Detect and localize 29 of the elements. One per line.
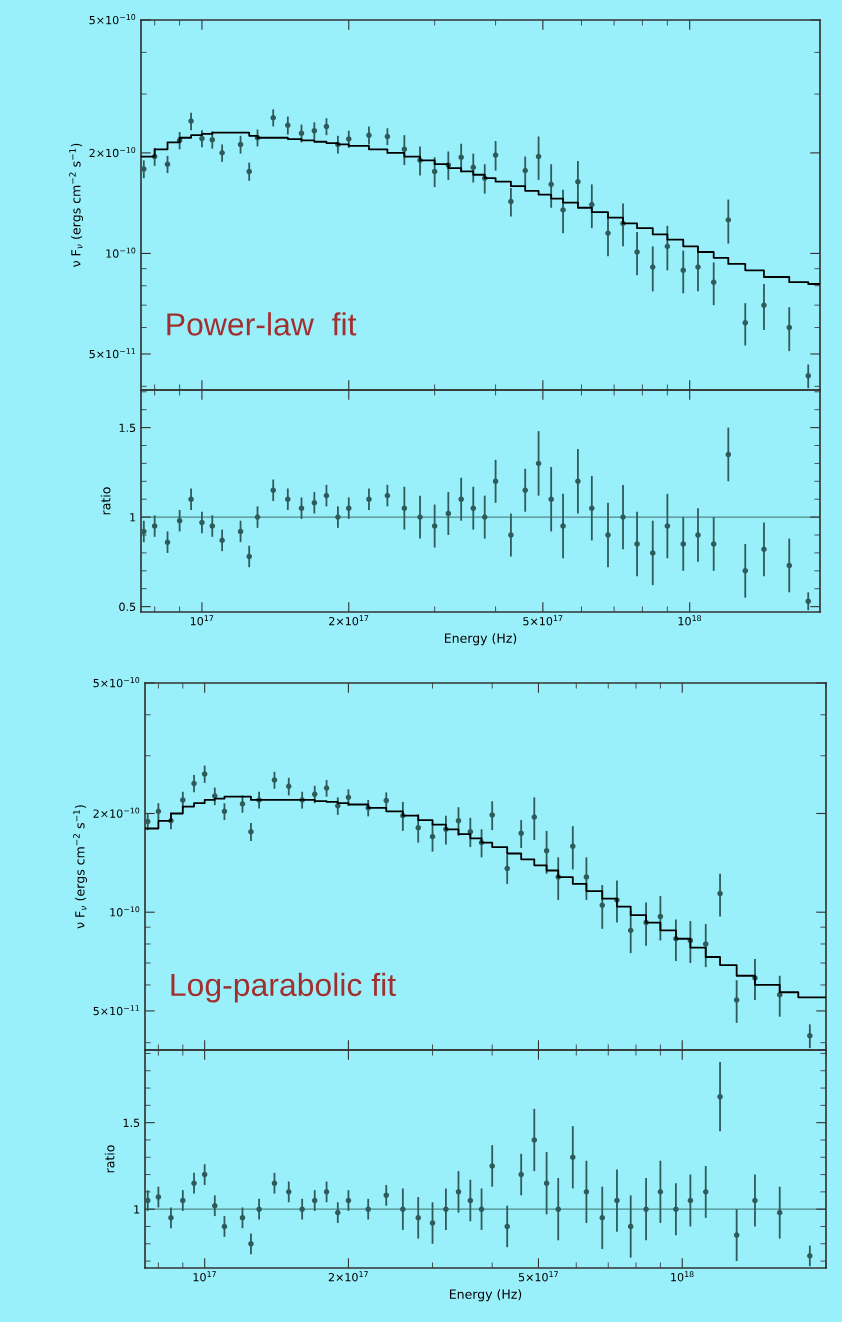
- x-axis-title: Energy (Hz): [445, 633, 517, 646]
- y-tick-label: 1: [134, 1205, 140, 1214]
- x-tick-label: 10$^{18}$: [671, 1271, 694, 1282]
- y-tick-label: 10$^{−10}$: [106, 247, 136, 258]
- y-tick-label: 2×10$^{−10}$: [93, 807, 140, 818]
- x-tick-label: 5×10$^{17}$: [523, 615, 563, 626]
- y-tick-label: 0.5: [119, 602, 136, 612]
- y-tick-label: 5×10$^{−11}$: [93, 1005, 140, 1016]
- y-axis-title: ν F$_{ν}$ (ergs cm$^{−2}$ s$^{−1}$): [73, 805, 88, 929]
- y-tick-label: 2×10$^{−10}$: [89, 147, 136, 158]
- y-tick-label: 5×10$^{−10}$: [93, 677, 140, 688]
- x-tick-label: 10$^{17}$: [193, 1271, 216, 1282]
- y-tick-label: 1.5: [119, 423, 136, 432]
- x-axis-title: Energy (Hz): [450, 1289, 522, 1302]
- x-tick-label: 2×10$^{17}$: [329, 615, 369, 626]
- y-tick-label: 5×10$^{−10}$: [89, 14, 136, 25]
- y-tick-label: 5×10$^{−11}$: [89, 348, 136, 359]
- x-tick-label: 5×10$^{17}$: [518, 1271, 558, 1282]
- y-tick-label: 10$^{−10}$: [110, 906, 140, 917]
- y-axis-title: ν F$_{ν}$ (ergs cm$^{−2}$ s$^{−1}$): [69, 143, 84, 267]
- x-tick-label: 10$^{18}$: [678, 615, 702, 626]
- y-axis-title: ratio: [100, 487, 111, 515]
- x-tick-label: 10$^{17}$: [190, 615, 214, 626]
- annotation: Power-law fit: [167, 312, 357, 336]
- annotation: Log-parabolic fit: [171, 972, 396, 1003]
- y-tick-label: 1.5: [123, 1118, 140, 1128]
- y-axis-title: ratio: [104, 1145, 115, 1173]
- y-tick-label: 1: [130, 513, 136, 522]
- x-tick-label: 2×10$^{17}$: [328, 1271, 368, 1282]
